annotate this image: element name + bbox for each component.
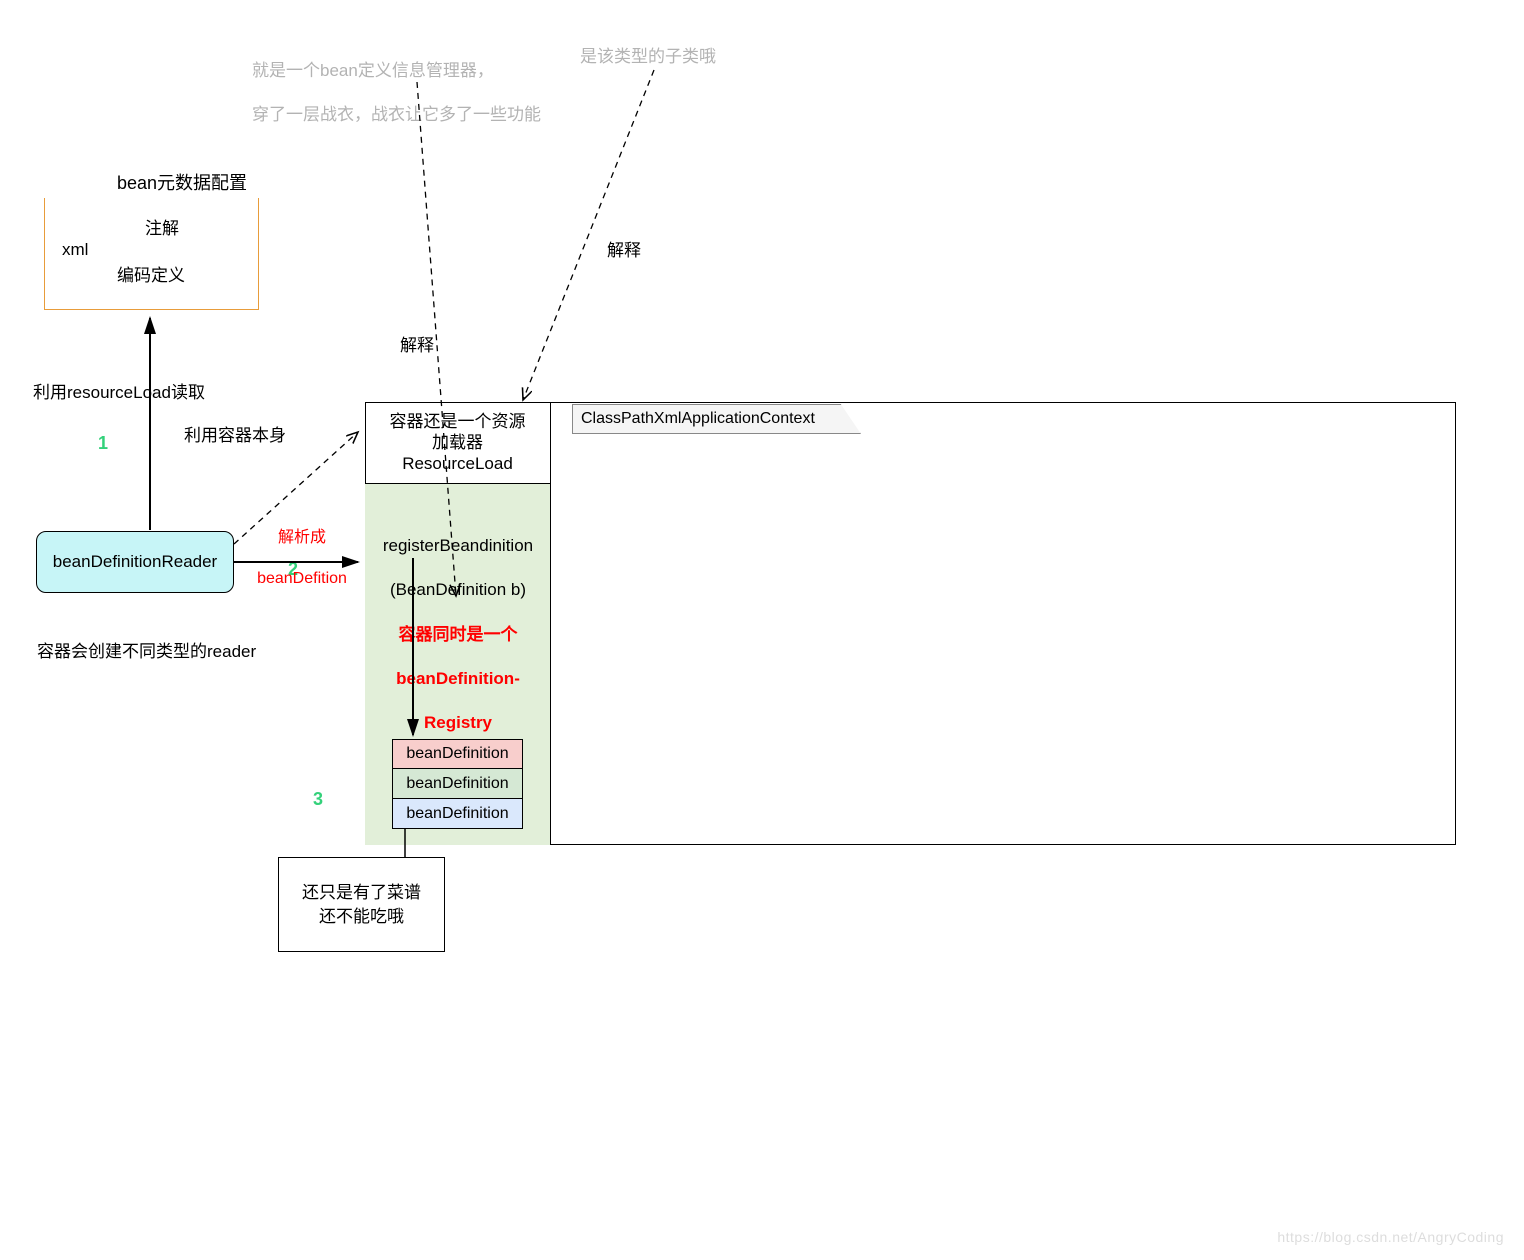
reader-note: 容器会创建不同类型的reader (37, 641, 256, 663)
register-line1: registerBeandinition (383, 536, 533, 555)
diagram-canvas: 就是一个bean定义信息管理器， 穿了一层战衣，战衣让它多了一些功能 是该类型的… (0, 0, 1524, 1260)
red-line1: 容器同时是一个 (399, 625, 518, 644)
red-line2: beanDefinition- (396, 669, 520, 688)
classpath-tab-label: ClassPathXmlApplicationContext (581, 410, 815, 428)
resource-line2: 加载器 (432, 433, 483, 452)
classpath-tab: ClassPathXmlApplicationContext (572, 404, 861, 434)
resource-line1: 容器还是一个资源 (390, 412, 526, 431)
recipe-note-line1: 还只是有了菜谱 (302, 883, 421, 902)
bean-config-anno: 注解 (145, 218, 179, 240)
step-3: 3 (313, 788, 323, 811)
register-method: registerBeandinition (BeanDefinition b) (365, 513, 551, 601)
annotation-manager-line1: 就是一个bean定义信息管理器， (252, 61, 494, 80)
label-explain-left: 解释 (400, 335, 434, 357)
bean-def-3-label: beanDefinition (406, 805, 508, 823)
label-parse-line1: 解析成 (278, 529, 326, 546)
recipe-note-line2: 还不能吃哦 (319, 907, 404, 926)
bean-config-title: bean元数据配置 (117, 172, 247, 195)
bean-def-1: beanDefinition (392, 739, 523, 769)
resource-load-cell: 容器还是一个资源 加载器 ResourceLoad (365, 402, 551, 484)
label-use-container: 利用容器本身 (184, 425, 286, 447)
reader-box: beanDefinitionReader (36, 531, 234, 593)
bean-def-3: beanDefinition (392, 799, 523, 829)
annotation-subclass: 是该类型的子类哦 (580, 46, 716, 68)
annotation-manager: 就是一个bean定义信息管理器， 穿了一层战衣，战衣让它多了一些功能 (252, 38, 582, 126)
reader-box-label: beanDefinitionReader (53, 552, 217, 572)
annotation-manager-line2: 穿了一层战衣，战衣让它多了一些功能 (252, 105, 541, 124)
bean-config-code: 编码定义 (117, 265, 185, 287)
recipe-note: 还只是有了菜谱 还不能吃哦 (278, 857, 445, 952)
label-parse: 解析成 beanDefition (247, 507, 357, 590)
resource-line3: ResourceLoad (402, 454, 513, 473)
bean-def-1-label: beanDefinition (406, 745, 508, 763)
red-line3: Registry (424, 713, 492, 732)
watermark: https://blog.csdn.net/AngryCoding (1277, 1229, 1504, 1245)
label-resource-load: 利用resourceLoad读取 (33, 382, 205, 404)
register-line2: (BeanDefinition b) (390, 580, 526, 599)
label-parse-line2: beanDefition (257, 570, 347, 587)
step-1: 1 (98, 432, 108, 455)
label-explain-right: 解释 (607, 240, 641, 262)
bean-def-2-label: beanDefinition (406, 775, 508, 793)
bean-config-xml: xml (62, 239, 88, 261)
bean-def-2: beanDefinition (392, 769, 523, 799)
